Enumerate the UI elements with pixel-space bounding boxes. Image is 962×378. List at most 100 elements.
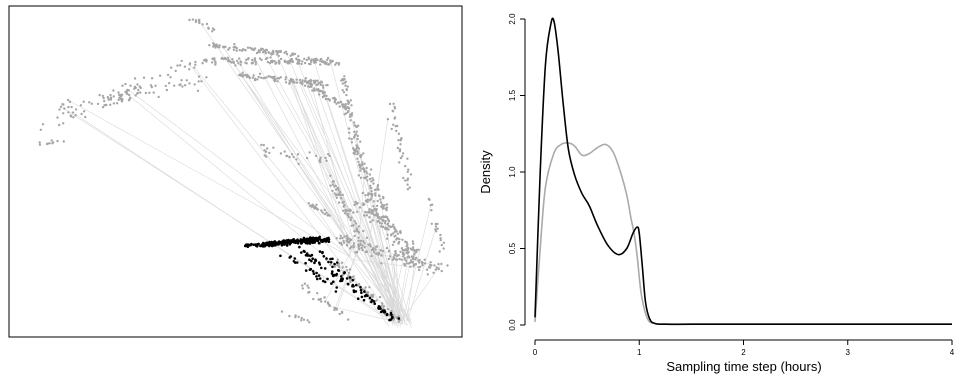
gray-point bbox=[360, 164, 364, 167]
gray-point bbox=[339, 197, 343, 200]
gray-point bbox=[381, 302, 384, 305]
gray-point bbox=[359, 244, 362, 247]
black-point bbox=[315, 275, 318, 278]
gray-point bbox=[396, 146, 400, 150]
gray-point bbox=[356, 157, 359, 160]
black-point bbox=[244, 243, 248, 246]
gray-point bbox=[399, 156, 403, 160]
gray-point bbox=[205, 76, 208, 79]
gray-point bbox=[355, 144, 358, 147]
gray-point bbox=[256, 78, 259, 81]
black-point bbox=[356, 297, 360, 301]
gray-point bbox=[278, 50, 281, 53]
gray-point bbox=[413, 253, 416, 256]
gray-point bbox=[371, 219, 375, 222]
gray-point bbox=[383, 222, 387, 225]
gray-point bbox=[337, 61, 341, 65]
gray-point bbox=[325, 211, 328, 214]
gray-point bbox=[418, 268, 421, 272]
gray-point bbox=[309, 78, 312, 82]
gray-point bbox=[261, 47, 264, 51]
gray-point bbox=[382, 305, 386, 308]
gray-point bbox=[376, 184, 380, 187]
gray-point bbox=[266, 60, 270, 64]
gray-point bbox=[106, 96, 110, 99]
y-axis-title: Density bbox=[478, 150, 493, 194]
gray-point bbox=[350, 141, 354, 144]
gray-point bbox=[374, 192, 377, 195]
gray-point bbox=[246, 46, 250, 49]
trajectory-line bbox=[368, 119, 389, 248]
gray-point bbox=[366, 291, 370, 294]
gray-point bbox=[237, 62, 240, 65]
trajectory-line bbox=[296, 59, 402, 322]
gray-point bbox=[207, 26, 210, 29]
gray-point bbox=[394, 228, 397, 231]
gray-point bbox=[370, 254, 373, 258]
gray-point bbox=[215, 43, 218, 46]
gray-point bbox=[191, 18, 195, 21]
gray-point bbox=[353, 230, 356, 233]
gray-point bbox=[312, 205, 315, 209]
black-point bbox=[377, 305, 381, 308]
gray-point bbox=[381, 249, 385, 253]
gray-point bbox=[434, 268, 437, 271]
gray-point bbox=[149, 84, 153, 87]
gray-point bbox=[314, 61, 317, 64]
gray-point bbox=[232, 46, 235, 49]
gray-point bbox=[307, 56, 310, 59]
gray-point bbox=[322, 86, 325, 89]
black-point bbox=[329, 261, 333, 264]
gray-point bbox=[331, 189, 334, 193]
gray-point bbox=[374, 194, 377, 197]
gray-point bbox=[389, 234, 393, 237]
gray-point bbox=[317, 88, 320, 91]
gray-point bbox=[370, 180, 373, 183]
gray-point bbox=[341, 237, 344, 240]
gray-point bbox=[63, 107, 66, 110]
gray-point bbox=[39, 128, 42, 131]
gray-point bbox=[397, 242, 400, 245]
gray-point bbox=[373, 207, 376, 211]
gray-point bbox=[50, 139, 53, 142]
gray-point bbox=[315, 57, 318, 61]
gray-point bbox=[352, 151, 355, 155]
gray-point bbox=[344, 108, 347, 111]
gray-point bbox=[213, 58, 216, 61]
gray-point bbox=[343, 203, 346, 207]
gray-point bbox=[395, 238, 398, 241]
gray-point bbox=[306, 319, 309, 322]
gray-point bbox=[376, 199, 379, 203]
trajectory-line bbox=[198, 20, 410, 324]
gray-point bbox=[247, 75, 250, 78]
black-point bbox=[296, 242, 300, 245]
gray-point bbox=[372, 182, 375, 185]
gray-point bbox=[241, 48, 245, 51]
gray-point bbox=[229, 60, 232, 64]
gray-point bbox=[311, 203, 314, 206]
gray-point bbox=[363, 168, 366, 171]
gray-point bbox=[429, 204, 432, 207]
gray-point bbox=[214, 46, 217, 49]
gray-point bbox=[375, 212, 378, 215]
gray-point bbox=[442, 247, 445, 250]
trajectory-line bbox=[401, 263, 442, 322]
gray-point bbox=[103, 99, 106, 103]
gray-point bbox=[358, 163, 361, 166]
gray-point bbox=[321, 95, 325, 99]
gray-point bbox=[378, 194, 381, 198]
gray-point bbox=[388, 225, 392, 228]
gray-point bbox=[267, 75, 270, 78]
x-tick-label: 3 bbox=[846, 348, 851, 357]
gray-point bbox=[245, 74, 249, 77]
gray-point bbox=[348, 107, 351, 110]
gray-point bbox=[357, 236, 360, 239]
gray-point bbox=[379, 249, 382, 252]
gray-point bbox=[349, 113, 352, 116]
gray-point bbox=[58, 108, 61, 111]
gray-point bbox=[380, 254, 383, 257]
gray-point bbox=[384, 227, 387, 231]
gray-point bbox=[421, 264, 424, 267]
gray-point bbox=[223, 45, 226, 48]
gray-point bbox=[393, 240, 396, 244]
